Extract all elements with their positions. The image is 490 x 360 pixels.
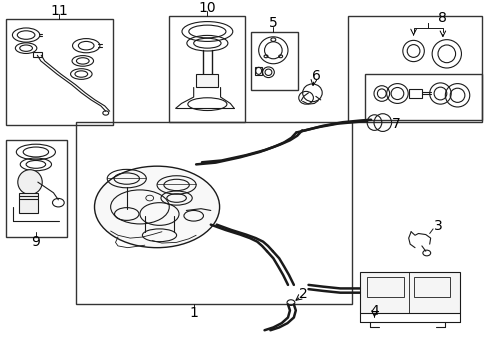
Bar bbox=[360, 273, 460, 313]
Text: 3: 3 bbox=[434, 219, 442, 233]
Bar bbox=[19, 193, 38, 213]
Bar bbox=[409, 89, 422, 98]
Bar bbox=[251, 32, 298, 90]
Bar bbox=[33, 52, 42, 57]
Bar bbox=[5, 140, 67, 237]
Text: 4: 4 bbox=[370, 305, 379, 319]
Bar bbox=[365, 74, 482, 120]
Text: 1: 1 bbox=[189, 306, 198, 320]
Text: 8: 8 bbox=[439, 12, 447, 26]
Text: 10: 10 bbox=[198, 1, 216, 15]
Ellipse shape bbox=[18, 170, 42, 194]
Text: 5: 5 bbox=[269, 16, 278, 30]
Bar bbox=[367, 277, 404, 297]
Ellipse shape bbox=[95, 166, 220, 248]
Text: 6: 6 bbox=[312, 69, 321, 83]
Bar bbox=[414, 277, 450, 297]
Text: 11: 11 bbox=[50, 4, 68, 18]
Text: 9: 9 bbox=[31, 235, 40, 249]
Bar bbox=[76, 122, 352, 304]
Bar bbox=[5, 19, 113, 125]
Bar bbox=[169, 15, 245, 122]
Text: 7: 7 bbox=[392, 117, 401, 131]
Bar bbox=[347, 15, 482, 122]
Bar bbox=[255, 67, 262, 75]
Text: 2: 2 bbox=[299, 287, 308, 301]
Bar bbox=[196, 74, 218, 87]
